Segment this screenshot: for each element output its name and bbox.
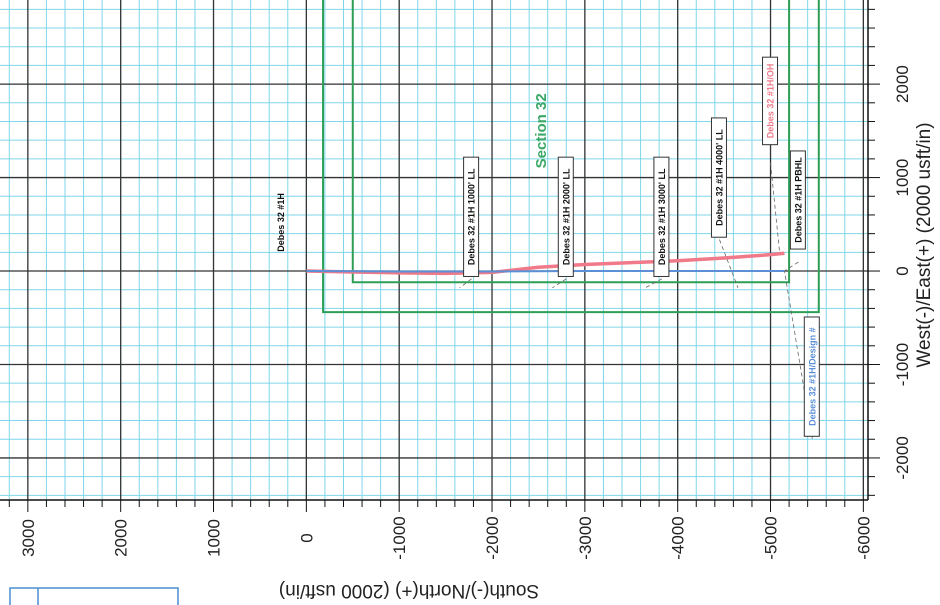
y-tick-label: -1000 (893, 343, 912, 386)
y-axis-title: West(-)/East(+) (2000 usft/in) (914, 122, 935, 367)
annotation-text: Debes 32 #1H (276, 193, 286, 252)
tick-labels: 3000 2000 1000 0 -1000 -2000 -3000 -4000 -5000 -6… (19, 65, 912, 560)
annotation-label: Debes 32 #1H PBHL (789, 150, 806, 250)
annotation-text: Debes 32 #1H/OH (766, 64, 776, 139)
annotation-box (803, 316, 820, 437)
annotation-label: Debes 32 #1H 1000' LL (463, 156, 480, 277)
x-tick-label: -4000 (669, 516, 688, 559)
annotation-text: Debes 32 #1H/Design # (807, 327, 817, 426)
x-tick-label: -2000 (483, 516, 502, 559)
series-lines (306, 251, 785, 276)
annotation-text: Debes 32 #1H 1000' LL (467, 168, 477, 265)
annotation-box (789, 150, 806, 250)
minor-grid (0, 0, 868, 500)
annotation-label: Debes 32 #1H/OH (762, 56, 779, 146)
section-label: Section 32 (533, 93, 550, 168)
title-block-frame (9, 587, 179, 605)
annotation-label: Debes 32 #1H (276, 193, 286, 252)
y-tick-label: 0 (893, 266, 912, 275)
x-tick-label: -5000 (762, 516, 781, 559)
x-tick-label: 3000 (19, 519, 38, 557)
y-tick-label: 1000 (893, 159, 912, 197)
section-outline (322, 0, 820, 314)
leader-line (784, 261, 799, 272)
leader-line (459, 278, 472, 289)
annotation-label: Debes 32 #1H 2000' LL (557, 156, 574, 277)
annotation-box (710, 117, 727, 238)
x-axis-title: South(-)/North(+) (2000 usft/in) (279, 580, 539, 601)
leader-line (719, 239, 739, 288)
x-tick-label: -1000 (390, 516, 409, 559)
major-grid (0, 0, 868, 500)
annotation-box (762, 56, 779, 146)
annotation-text: Debes 32 #1H 2000' LL (561, 168, 571, 265)
annotation-text: Debes 32 #1H 3000' LL (657, 168, 667, 265)
annotation-text: Debes 32 #1H 4000' LL (714, 129, 724, 226)
annotation-label: Debes 32 #1H/Design # (803, 316, 820, 437)
annotation-label: Debes 32 #1H 3000' LL (653, 156, 670, 277)
annotation-box (653, 156, 670, 277)
annotation-box (463, 156, 480, 277)
x-tick-label: -3000 (576, 516, 595, 559)
leader-line (770, 162, 781, 255)
annotation-box (557, 156, 574, 277)
section-outline (351, 0, 791, 284)
leader-line (552, 278, 567, 289)
x-tick-label: 1000 (205, 519, 224, 557)
annotation-label: Debes 32 #1H 4000' LL (710, 117, 727, 238)
y-tick-label: -2000 (893, 436, 912, 479)
annotation-labels: Debes 32 #1H Debes 32 #1H 1000' LL Debes 3… (276, 56, 820, 437)
axes (0, 0, 880, 512)
x-tick-label: 2000 (112, 519, 131, 557)
x-tick-label: -6000 (854, 516, 873, 559)
x-tick-label: 0 (297, 533, 316, 542)
annotation-text: Debes 32 #1H PBHL (793, 157, 803, 243)
leader-line (645, 278, 663, 289)
y-tick-label: 2000 (893, 65, 912, 103)
annotation-leaders (459, 162, 813, 439)
section-32-outlines (322, 0, 820, 314)
